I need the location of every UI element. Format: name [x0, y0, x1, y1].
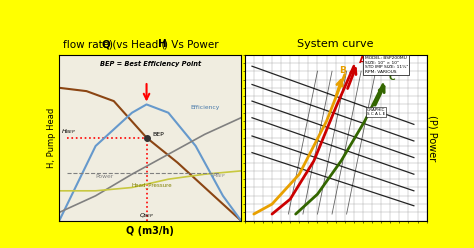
Text: ) vs Head (: ) vs Head (	[109, 39, 166, 49]
Text: C: C	[388, 72, 395, 82]
Text: H: H	[158, 39, 167, 49]
Text: MODEL: BSP200MU
SIZE: 10" × 10"
STD IMP SIZE: 11⅝"
RPM: VARIOUS: MODEL: BSP200MU SIZE: 10" × 10" STD IMP …	[365, 56, 408, 74]
Y-axis label: H, Pump Head: H, Pump Head	[47, 108, 56, 168]
Text: Head_Pressure: Head_Pressure	[132, 182, 173, 187]
Y-axis label: (P) Power: (P) Power	[428, 115, 438, 161]
Text: Q: Q	[102, 39, 111, 49]
Text: BEP = Best Efficiency Point: BEP = Best Efficiency Point	[100, 61, 201, 67]
Text: System curve: System curve	[297, 39, 374, 49]
Text: ) Vs Power: ) Vs Power	[164, 39, 219, 49]
Text: Power: Power	[96, 174, 114, 179]
Text: $H_{BEP}$: $H_{BEP}$	[61, 127, 76, 136]
Text: $P_{BEP}$: $P_{BEP}$	[212, 172, 226, 181]
Text: B: B	[339, 66, 346, 75]
X-axis label: Q (m3/h): Q (m3/h)	[126, 226, 174, 236]
Text: $Q_{BEP}$: $Q_{BEP}$	[139, 212, 155, 220]
Text: BEP: BEP	[152, 132, 164, 137]
Text: flow rate (: flow rate (	[63, 39, 116, 49]
Text: GRAPHIC
S C A L E: GRAPHIC S C A L E	[366, 108, 385, 116]
Text: Efficiency: Efficiency	[190, 105, 219, 110]
Text: A: A	[359, 56, 366, 65]
